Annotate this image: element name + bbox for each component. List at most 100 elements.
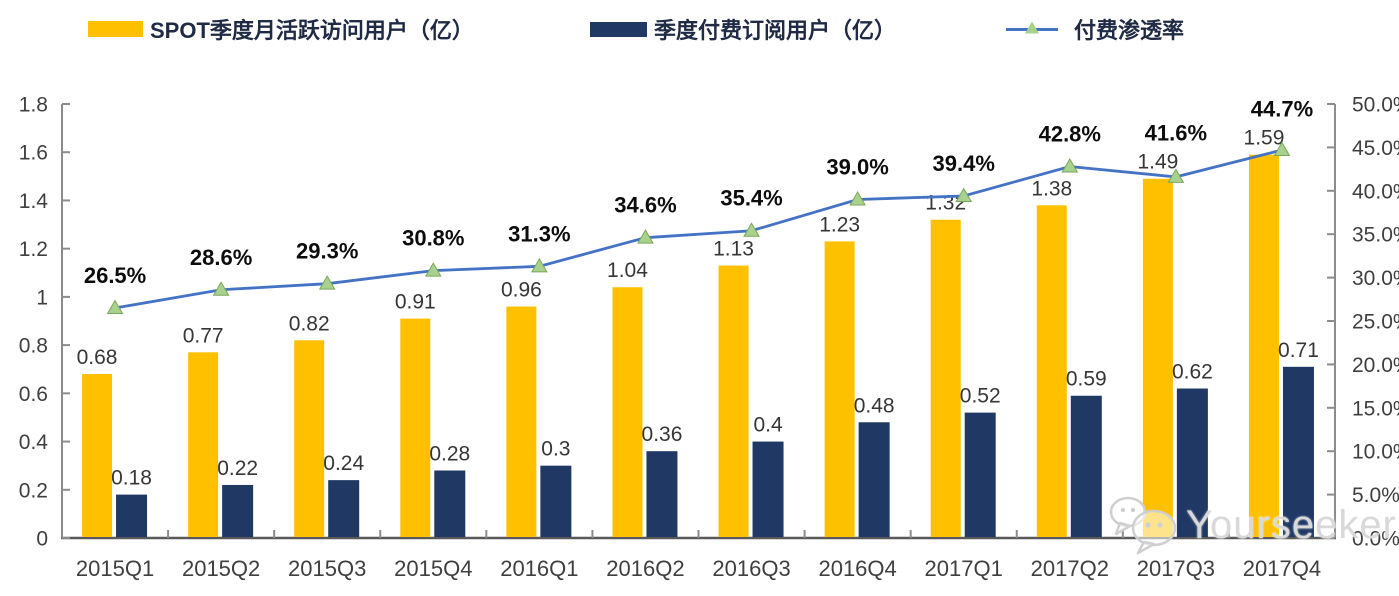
right-axis-tick-label: 35.0%: [1352, 224, 1399, 247]
bar-mau-2017Q2: [1036, 205, 1067, 537]
right-axis-tick-label: 30.0%: [1352, 267, 1399, 290]
right-axis-tick-label: 10.0%: [1352, 441, 1399, 464]
legend-item-mau: SPOT季度月活跃访问用户（亿）: [88, 14, 474, 44]
bar-mau-2017Q4: [1248, 154, 1279, 537]
bar-mau-2015Q1: [82, 374, 113, 537]
penetration-percent-label: 34.6%: [614, 193, 676, 218]
subscriber-value-label: 0.28: [429, 442, 470, 465]
right-axis-tick-label: 25.0%: [1352, 311, 1399, 334]
triangle-marker-icon: [1061, 157, 1079, 173]
bar-subscribers-2015Q3: [328, 480, 360, 537]
triangle-marker-icon: [424, 262, 442, 277]
bar-subscribers-2015Q1: [116, 494, 148, 537]
x-axis-label-2015Q2: 2015Q2: [182, 556, 260, 581]
x-axis-label-2017Q2: 2017Q2: [1031, 556, 1109, 581]
x-axis-label-2017Q4: 2017Q4: [1243, 556, 1321, 581]
x-axis-label-2017Q1: 2017Q1: [925, 556, 1003, 581]
bar-mau-2016Q1: [506, 306, 537, 537]
mau-value-label: 1.23: [819, 213, 860, 236]
left-axis-tick-label: 1: [36, 286, 48, 309]
left-axis-tick-label: 1.2: [19, 238, 48, 261]
penetration-percent-label: 26.5%: [84, 263, 146, 288]
bar-subscribers-2016Q1: [540, 465, 572, 537]
bar-mau-2016Q3: [718, 265, 749, 537]
legend-label-penetration: 付费渗透率: [1074, 18, 1185, 43]
bar-subscribers-2017Q1: [964, 412, 996, 537]
mau-value-label: 1.13: [713, 238, 754, 261]
right-axis-tick-label: 15.0%: [1352, 397, 1399, 420]
left-axis-tick-label: 1.4: [19, 190, 49, 213]
mau-value-label: 0.82: [289, 312, 330, 335]
penetration-line: [114, 148, 1283, 310]
triangle-marker-icon: [743, 222, 760, 237]
bar-subscribers-2017Q4: [1282, 366, 1314, 537]
subscriber-value-label: 0.36: [642, 423, 683, 446]
legend-line-marker-icon: [1006, 21, 1058, 34]
right-axis-tick-label: 5.0%: [1352, 484, 1399, 507]
triangle-marker-icon: [318, 275, 336, 290]
subscriber-value-label: 0.48: [854, 394, 895, 417]
mau-value-label: 1.04: [607, 259, 648, 282]
bar-subscribers-2016Q4: [858, 422, 890, 537]
subscriber-value-label: 0.3: [541, 438, 570, 461]
mau-value-label: 0.68: [77, 346, 118, 369]
legend-swatch-mau-icon: [88, 21, 143, 37]
triangle-marker-icon: [212, 281, 230, 296]
triangle-marker-icon: [637, 229, 654, 244]
mau-value-label: 1.38: [1031, 177, 1072, 200]
triangle-marker-icon: [106, 299, 124, 314]
subscriber-value-label: 0.22: [217, 457, 258, 480]
penetration-percent-label: 28.6%: [190, 245, 252, 270]
penetration-percent-label: 30.8%: [402, 226, 464, 251]
x-axis-label-2016Q4: 2016Q4: [818, 556, 896, 581]
legend-label-subscribers: 季度付费订阅用户（亿）: [654, 18, 897, 43]
mau-value-label: 1.49: [1137, 151, 1178, 174]
legend-swatch-subscribers-icon: [590, 21, 647, 37]
bar-mau-2017Q1: [930, 219, 961, 537]
penetration-percent-label: 35.4%: [720, 186, 782, 211]
right-axis-tick-label: 50.0%: [1352, 94, 1399, 117]
bar-series: [82, 154, 1314, 537]
penetration-percent-label: 31.3%: [508, 221, 570, 246]
mau-value-label: 0.91: [395, 291, 436, 314]
left-axis-tick-label: 1.6: [19, 142, 48, 165]
bar-mau-2016Q4: [824, 241, 855, 537]
legend-item-subscribers: 季度付费订阅用户（亿）: [590, 14, 896, 44]
penetration-percent-label: 44.7%: [1251, 97, 1313, 122]
left-axis-tick-label: 0.6: [19, 383, 48, 406]
x-axis-labels: 2015Q1 2015Q2 2015Q3 2015Q4 2016Q1 2016Q2 2016…: [76, 556, 1321, 581]
x-axis-label-2016Q3: 2016Q3: [712, 556, 790, 581]
right-axis-tick-label: 40.0%: [1352, 180, 1399, 203]
left-axis-tick-label: 1.8: [19, 94, 48, 117]
bar-mau-2015Q3: [294, 340, 325, 537]
penetration-percent-label: 42.8%: [1039, 121, 1101, 146]
left-axis-tick-label: 0.4: [19, 431, 49, 454]
mau-value-label: 0.77: [183, 324, 224, 347]
bar-subscribers-2015Q4: [434, 470, 466, 537]
subscriber-value-label: 0.62: [1172, 361, 1213, 384]
right-axis-tick-label: 0.0%: [1352, 528, 1399, 551]
left-axis-tick-label: 0.2: [19, 479, 48, 502]
legend-item-penetration: 付费渗透率: [1006, 14, 1184, 44]
subscriber-value-label: 0.24: [323, 452, 364, 475]
bar-subscribers-2017Q3: [1176, 388, 1208, 537]
subscriber-value-label: 0.18: [111, 467, 152, 490]
triangle-marker-icon: [1167, 168, 1185, 183]
left-axis-tick-label: 0: [36, 528, 48, 551]
bar-mau-2017Q3: [1142, 178, 1173, 537]
legend-label-mau: SPOT季度月活跃访问用户（亿）: [150, 18, 474, 43]
penetration-line-series: 26.5% 28.6% 29.3% 30.8% 31.3% 34.6% 35.4% 39.0%…: [84, 97, 1313, 314]
right-axis-tick-label: 20.0%: [1352, 354, 1399, 377]
penetration-percent-label: 41.6%: [1145, 121, 1207, 146]
right-axis-tick-label: 45.0%: [1352, 137, 1399, 160]
bar-mau-2016Q2: [612, 287, 643, 537]
bar-subscribers-2016Q3: [752, 441, 784, 537]
triangle-marker-icon: [531, 257, 548, 273]
bar-mau-2015Q2: [188, 352, 219, 537]
left-axis-tick-label: 0.8: [19, 335, 48, 358]
penetration-percent-label: 39.4%: [933, 151, 995, 176]
mau-value-label: 0.96: [501, 279, 542, 302]
bar-subscribers-2015Q2: [222, 484, 254, 537]
